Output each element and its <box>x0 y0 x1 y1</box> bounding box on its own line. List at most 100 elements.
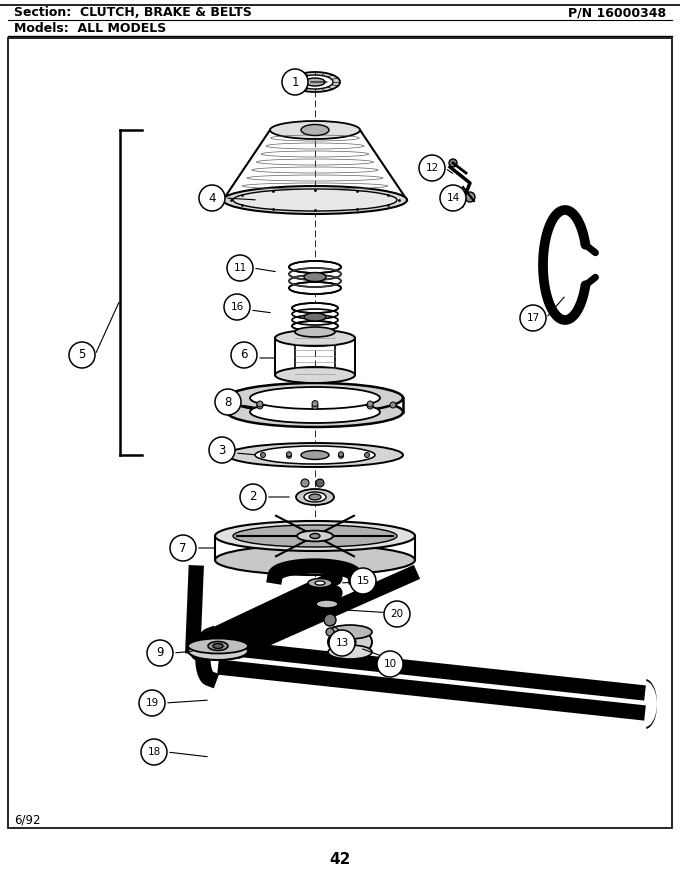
Circle shape <box>286 453 292 458</box>
Circle shape <box>312 400 318 407</box>
Ellipse shape <box>301 450 329 459</box>
Circle shape <box>316 479 324 487</box>
Circle shape <box>199 185 225 211</box>
Circle shape <box>224 294 250 320</box>
Circle shape <box>231 342 257 368</box>
Text: 1: 1 <box>291 76 299 88</box>
Text: 8: 8 <box>224 395 232 409</box>
Circle shape <box>215 389 241 415</box>
Ellipse shape <box>233 189 397 211</box>
Ellipse shape <box>328 645 372 659</box>
Circle shape <box>384 601 410 627</box>
Text: 5: 5 <box>78 349 86 361</box>
Text: 19: 19 <box>146 698 158 708</box>
Ellipse shape <box>316 600 338 608</box>
Text: 9: 9 <box>156 646 164 659</box>
Ellipse shape <box>213 643 223 649</box>
Circle shape <box>449 159 457 167</box>
Ellipse shape <box>289 282 341 294</box>
Ellipse shape <box>296 489 334 505</box>
Circle shape <box>257 401 263 407</box>
Text: 42: 42 <box>329 853 351 868</box>
Circle shape <box>69 342 95 368</box>
Circle shape <box>170 535 196 561</box>
Circle shape <box>339 453 343 458</box>
Circle shape <box>286 452 292 457</box>
Ellipse shape <box>292 303 338 313</box>
Ellipse shape <box>304 313 326 321</box>
Circle shape <box>324 614 336 626</box>
Ellipse shape <box>315 581 325 585</box>
Text: 17: 17 <box>526 313 540 323</box>
Circle shape <box>147 640 173 666</box>
Ellipse shape <box>188 642 248 660</box>
Circle shape <box>339 452 343 457</box>
Text: 4: 4 <box>208 191 216 205</box>
Circle shape <box>227 255 253 281</box>
Ellipse shape <box>275 330 355 346</box>
Ellipse shape <box>188 638 248 653</box>
Text: 12: 12 <box>426 163 439 173</box>
Circle shape <box>390 402 396 408</box>
Circle shape <box>312 403 318 409</box>
Text: 2: 2 <box>250 490 257 504</box>
Text: 10: 10 <box>384 659 396 669</box>
Text: 20: 20 <box>390 609 403 619</box>
Ellipse shape <box>290 72 340 92</box>
Ellipse shape <box>304 272 326 281</box>
Text: P/N 16000348: P/N 16000348 <box>568 6 666 20</box>
Ellipse shape <box>295 327 335 337</box>
Text: 16: 16 <box>231 302 243 312</box>
Circle shape <box>240 484 266 510</box>
Ellipse shape <box>227 397 403 427</box>
Circle shape <box>260 452 265 457</box>
Text: Models:  ALL MODELS: Models: ALL MODELS <box>14 21 166 35</box>
Ellipse shape <box>250 401 380 423</box>
Ellipse shape <box>308 578 332 587</box>
Ellipse shape <box>301 125 329 135</box>
Ellipse shape <box>215 521 415 551</box>
Circle shape <box>257 403 263 409</box>
Bar <box>8 38 672 828</box>
Ellipse shape <box>292 321 338 331</box>
Ellipse shape <box>297 75 333 89</box>
Text: 3: 3 <box>218 443 226 457</box>
Text: 11: 11 <box>233 263 247 273</box>
Circle shape <box>465 192 475 202</box>
Text: 7: 7 <box>180 541 187 554</box>
Circle shape <box>440 185 466 211</box>
Ellipse shape <box>297 530 333 541</box>
Circle shape <box>350 568 376 594</box>
Ellipse shape <box>328 628 372 656</box>
Ellipse shape <box>223 186 407 214</box>
Ellipse shape <box>227 383 403 413</box>
Ellipse shape <box>289 261 341 273</box>
Ellipse shape <box>227 443 403 467</box>
Ellipse shape <box>250 387 380 409</box>
Ellipse shape <box>304 492 326 502</box>
Ellipse shape <box>328 625 372 639</box>
Text: 13: 13 <box>335 638 349 648</box>
Text: 15: 15 <box>356 576 370 586</box>
Text: 18: 18 <box>148 747 160 757</box>
Circle shape <box>282 69 308 95</box>
Ellipse shape <box>270 121 360 139</box>
Ellipse shape <box>233 525 397 547</box>
Ellipse shape <box>275 367 355 383</box>
Circle shape <box>139 690 165 716</box>
Ellipse shape <box>305 78 325 86</box>
Ellipse shape <box>215 545 415 575</box>
Circle shape <box>141 739 167 765</box>
Text: Section:  CLUTCH, BRAKE & BELTS: Section: CLUTCH, BRAKE & BELTS <box>14 6 252 20</box>
Circle shape <box>419 155 445 181</box>
Circle shape <box>234 402 240 408</box>
Ellipse shape <box>309 494 321 500</box>
Circle shape <box>329 630 355 656</box>
Circle shape <box>209 437 235 463</box>
Text: 6/92: 6/92 <box>14 813 41 827</box>
Circle shape <box>367 401 373 407</box>
Circle shape <box>326 628 334 636</box>
Polygon shape <box>646 679 657 729</box>
Text: 14: 14 <box>446 193 460 203</box>
Text: 6: 6 <box>240 349 248 361</box>
